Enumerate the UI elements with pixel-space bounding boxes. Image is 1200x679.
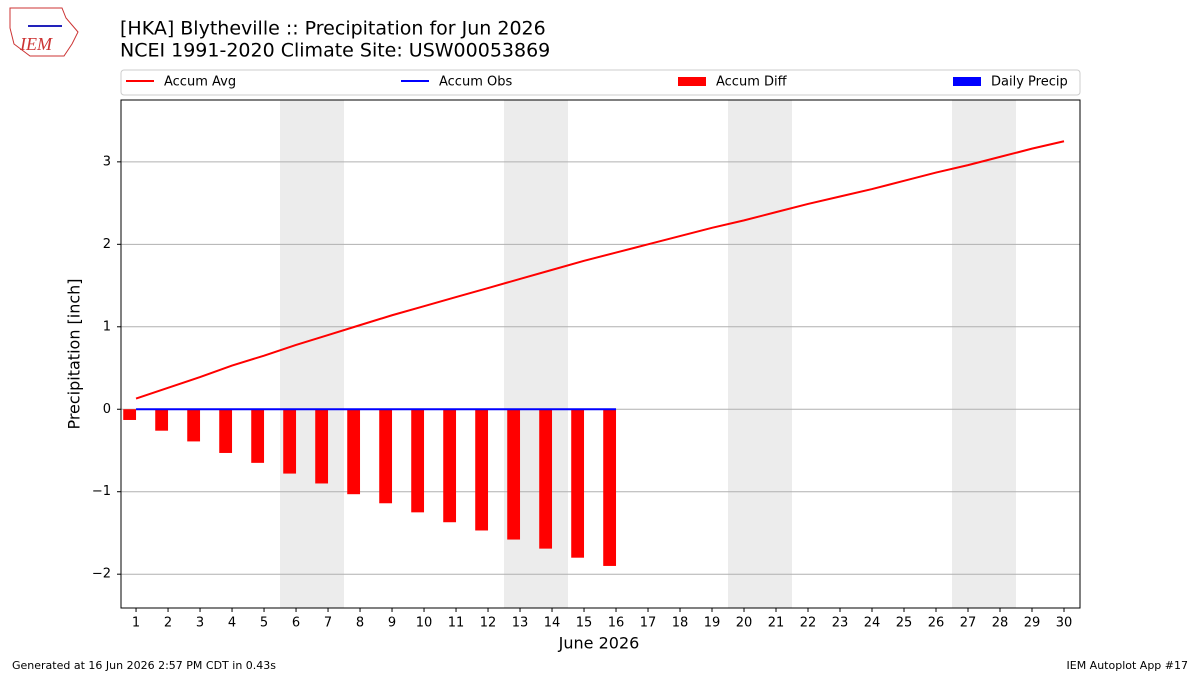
- x-tick-label: 2: [164, 616, 172, 631]
- x-tick-label: 18: [672, 616, 689, 631]
- chart-subtitle: NCEI 1991-2020 Climate Site: USW00053869: [120, 40, 550, 62]
- y-tick-label: 1: [103, 319, 111, 334]
- bar: [251, 409, 265, 463]
- x-tick-label: 1: [132, 616, 140, 631]
- bar: [603, 409, 617, 566]
- x-tick-label: 13: [512, 616, 529, 631]
- bar: [539, 409, 553, 549]
- x-tick-label: 9: [388, 616, 396, 631]
- y-tick-label: 0: [103, 402, 111, 417]
- x-tick-label: 8: [356, 616, 364, 631]
- legend-swatch: [953, 77, 981, 86]
- weekend-band: [280, 100, 344, 608]
- y-tick-label: −2: [92, 567, 111, 582]
- y-tick-label: 3: [103, 154, 111, 169]
- y-tick-label: −1: [92, 484, 111, 499]
- bar: [411, 409, 425, 513]
- y-tick-label: 2: [103, 237, 111, 252]
- footer-right: IEM Autoplot App #17: [1067, 659, 1189, 672]
- plot-area: [121, 140, 1080, 575]
- x-tick-label: 20: [736, 616, 753, 631]
- bar: [571, 409, 585, 558]
- logo: IEM: [9, 7, 79, 57]
- legend: [120, 69, 1081, 96]
- bar: [443, 409, 457, 523]
- x-tick-label: 16: [608, 616, 625, 631]
- bar: [379, 409, 393, 504]
- legend-swatch: [678, 77, 706, 86]
- x-tick-label: 7: [324, 616, 332, 631]
- bar: [123, 409, 137, 420]
- x-tick-label: 6: [292, 616, 300, 631]
- weekend-band: [728, 100, 792, 608]
- logo-text: IEM: [19, 34, 53, 54]
- bar: [315, 409, 329, 484]
- x-tick-label: 28: [992, 616, 1009, 631]
- y-axis-label: Precipitation [inch]: [65, 278, 84, 429]
- line: [135, 140, 1065, 400]
- x-tick-label: 27: [960, 616, 977, 631]
- legend-label: Accum Avg: [164, 75, 236, 90]
- bar: [347, 409, 361, 495]
- bar: [283, 409, 297, 474]
- x-tick-label: 15: [576, 616, 593, 631]
- plot-frame: [120, 99, 1081, 609]
- x-tick-label: 21: [768, 616, 785, 631]
- footer-left: Generated at 16 Jun 2026 2:57 PM CDT in …: [12, 659, 276, 672]
- bar: [187, 409, 201, 442]
- bar: [475, 409, 489, 531]
- x-axis-label: June 2026: [558, 634, 640, 653]
- chart-title: [HKA] Blytheville :: Precipitation for J…: [120, 18, 546, 40]
- bar: [219, 409, 233, 453]
- x-tick-label: 11: [448, 616, 465, 631]
- x-tick-label: 5: [260, 616, 268, 631]
- x-tick-label: 10: [416, 616, 433, 631]
- x-tick-label: 30: [1056, 616, 1073, 631]
- legend-label: Accum Diff: [716, 75, 788, 90]
- weekend-shading: [280, 100, 1016, 608]
- legend-label: Daily Precip: [991, 75, 1068, 90]
- x-tick-label: 23: [832, 616, 849, 631]
- legend-entries: Accum Avg Accum Obs Accum Diff Daily Precip: [126, 75, 1068, 90]
- logo-outline: [9, 7, 79, 57]
- weekend-band: [952, 100, 1016, 608]
- x-tick-label: 4: [228, 616, 236, 631]
- x-tick-label: 14: [544, 616, 561, 631]
- x-tick-label: 24: [864, 616, 881, 631]
- x-tick-label: 3: [196, 616, 204, 631]
- x-tick-label: 17: [640, 616, 657, 631]
- x-tick-label: 26: [928, 616, 945, 631]
- bar: [507, 409, 521, 540]
- x-tick-label: 29: [1024, 616, 1041, 631]
- x-tick-label: 12: [480, 616, 497, 631]
- x-tick-label: 22: [800, 616, 817, 631]
- x-tick-label: 19: [704, 616, 721, 631]
- legend-label: Accum Obs: [439, 75, 512, 90]
- x-tick-label: 25: [896, 616, 913, 631]
- bar: [155, 409, 169, 431]
